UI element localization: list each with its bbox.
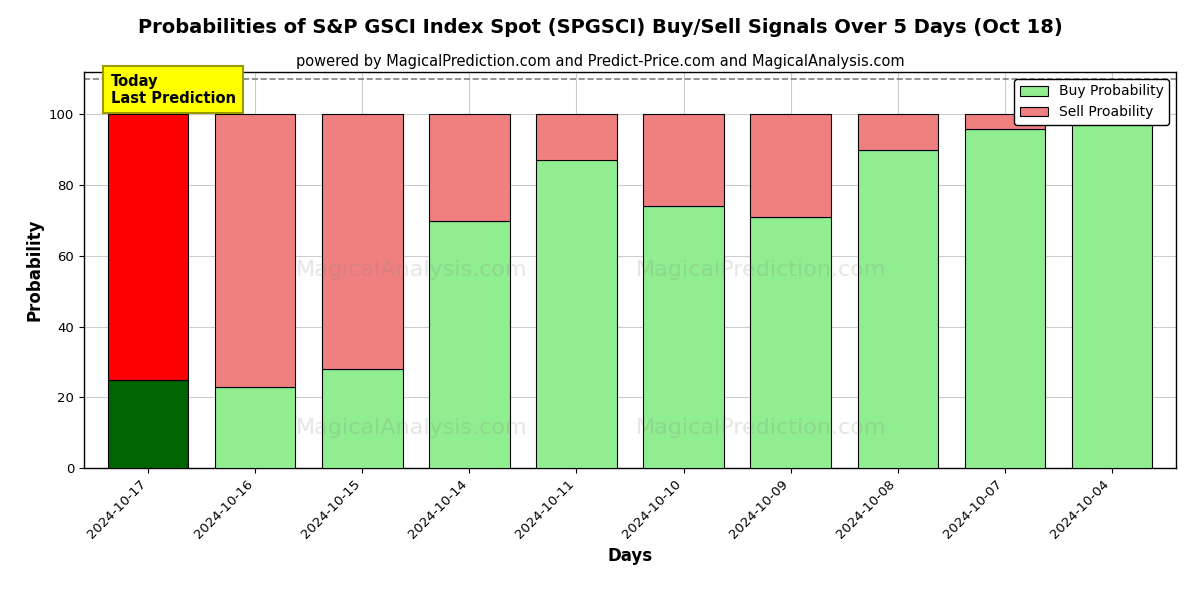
Bar — [1072, 115, 1152, 468]
Text: MagicalPrediction.com: MagicalPrediction.com — [636, 260, 887, 280]
Bar — [643, 206, 724, 468]
X-axis label: Days: Days — [607, 547, 653, 565]
Text: Probabilities of S&P GSCI Index Spot (SPGSCI) Buy/Sell Signals Over 5 Days (Oct : Probabilities of S&P GSCI Index Spot (SP… — [138, 18, 1062, 37]
Text: MagicalPrediction.com: MagicalPrediction.com — [636, 418, 887, 439]
Y-axis label: Probability: Probability — [25, 219, 43, 321]
Bar — [750, 217, 830, 468]
Bar — [536, 160, 617, 468]
Bar — [323, 369, 402, 468]
Bar — [108, 380, 188, 468]
Text: Today
Last Prediction: Today Last Prediction — [110, 74, 235, 106]
Bar — [858, 150, 937, 468]
Bar — [323, 115, 402, 369]
Legend: Buy Probability, Sell Proability: Buy Probability, Sell Proability — [1014, 79, 1169, 125]
Text: MagicalAnalysis.com: MagicalAnalysis.com — [295, 418, 528, 439]
Bar — [965, 115, 1045, 128]
Bar — [215, 386, 295, 468]
Bar — [430, 220, 510, 468]
Bar — [643, 115, 724, 206]
Bar — [858, 115, 937, 150]
Bar — [750, 115, 830, 217]
Text: powered by MagicalPrediction.com and Predict-Price.com and MagicalAnalysis.com: powered by MagicalPrediction.com and Pre… — [295, 54, 905, 69]
Bar — [430, 115, 510, 220]
Bar — [536, 115, 617, 160]
Bar — [108, 115, 188, 380]
Text: MagicalAnalysis.com: MagicalAnalysis.com — [295, 260, 528, 280]
Bar — [965, 128, 1045, 468]
Bar — [215, 115, 295, 386]
